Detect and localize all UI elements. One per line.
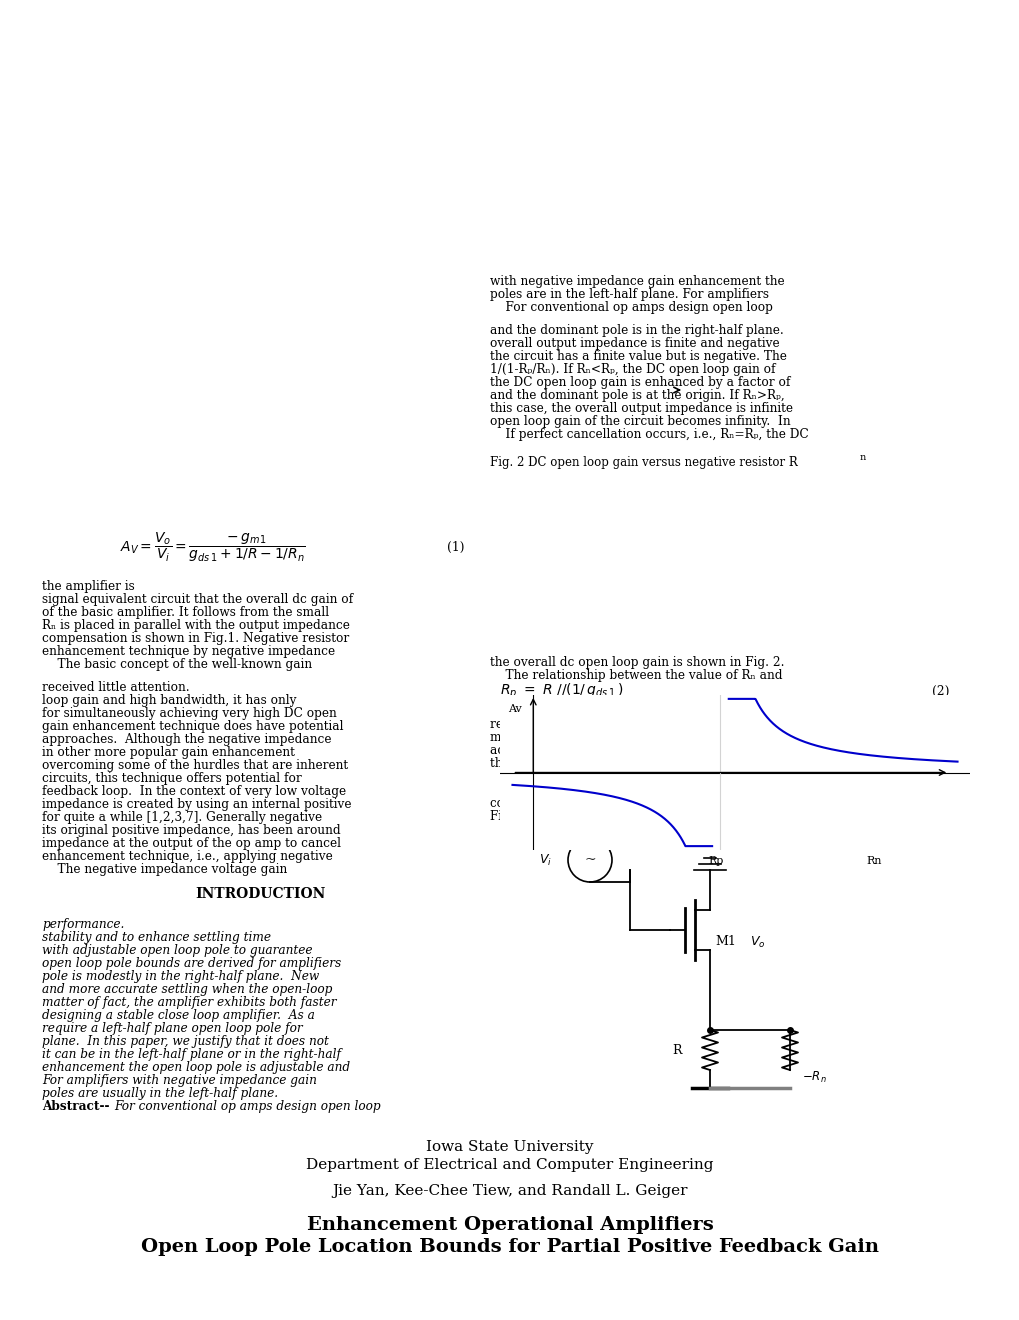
Text: signal equivalent circuit that the overall dc gain of: signal equivalent circuit that the overa… (42, 593, 353, 606)
Text: poles are in the left-half plane. For amplifiers: poles are in the left-half plane. For am… (489, 288, 768, 301)
Text: R: R (672, 1044, 682, 1056)
Text: The basic concept of the well-known gain: The basic concept of the well-known gain (42, 657, 312, 671)
Text: performance.: performance. (42, 917, 124, 931)
Text: INTRODUCTION: INTRODUCTION (195, 887, 325, 902)
Text: of the basic amplifier. It follows from the small: of the basic amplifier. It follows from … (42, 606, 329, 619)
Text: For conventional op amps design open loop: For conventional op amps design open loo… (489, 301, 772, 314)
Text: enhancement the open loop pole is adjustable and: enhancement the open loop pole is adjust… (42, 1061, 350, 1074)
Text: received little attention.: received little attention. (42, 681, 190, 694)
Text: $-R_n$: $-R_n$ (801, 1071, 825, 1085)
Text: Enhancement Operational Amplifiers: Enhancement Operational Amplifiers (307, 1216, 712, 1234)
Text: (1): (1) (447, 540, 465, 553)
Text: approaches.  Although the negative impedance: approaches. Although the negative impeda… (42, 733, 331, 746)
Text: Jie Yan, Kee-Chee Tiew, and Randall L. Geiger: Jie Yan, Kee-Chee Tiew, and Randall L. G… (332, 1184, 687, 1199)
Text: $V_o$: $V_o$ (749, 935, 764, 950)
Text: Iowa State University: Iowa State University (426, 1140, 593, 1154)
Text: poles are usually in the left-half plane.: poles are usually in the left-half plane… (42, 1086, 278, 1100)
Text: For conventional op amps design open loop: For conventional op amps design open loo… (114, 1100, 380, 1113)
Text: the DC open loop gain is enhanced by a factor of: the DC open loop gain is enhanced by a f… (489, 376, 790, 389)
Text: achieve DC gain enhancement it is necessary to: achieve DC gain enhancement it is necess… (489, 744, 784, 756)
Text: loop gain and high bandwidth, it has only: loop gain and high bandwidth, it has onl… (42, 694, 297, 708)
Text: Av: Av (507, 705, 522, 714)
Text: overcoming some of the hurdles that are inherent: overcoming some of the hurdles that are … (42, 759, 347, 772)
Text: the amplifier is: the amplifier is (42, 579, 135, 593)
Text: the value of negative resistor Rₙ varies. To: the value of negative resistor Rₙ varies… (489, 756, 750, 770)
Text: in other more popular gain enhancement: in other more popular gain enhancement (42, 746, 294, 759)
Text: Fig. 1 Conceptual circuit of the negative impedance: Fig. 1 Conceptual circuit of the negativ… (489, 810, 799, 822)
Text: The negative impedance voltage gain: The negative impedance voltage gain (42, 863, 287, 876)
Text: it can be in the left-half plane or in the right-half: it can be in the left-half plane or in t… (42, 1048, 340, 1061)
Text: open loop pole bounds are derived for amplifiers: open loop pole bounds are derived for am… (42, 957, 341, 970)
Text: n: n (859, 453, 865, 462)
Text: Rₙ is placed in parallel with the output impedance: Rₙ is placed in parallel with the output… (42, 619, 350, 632)
Text: $V_i$: $V_i$ (538, 853, 551, 867)
Text: open loop gain of the circuit becomes infinity.  In: open loop gain of the circuit becomes in… (489, 414, 790, 428)
Text: Department of Electrical and Computer Engineering: Department of Electrical and Computer En… (306, 1158, 713, 1172)
Text: this case, the overall output impedance is infinite: this case, the overall output impedance … (489, 403, 792, 414)
Text: gain enhancement technique does have potential: gain enhancement technique does have pot… (42, 719, 343, 733)
Text: matter of fact, the amplifier exhibits both faster: matter of fact, the amplifier exhibits b… (42, 997, 336, 1008)
Text: 1/(1-Rₚ/Rₙ). If Rₙ<Rₚ, the DC open loop gain of: 1/(1-Rₚ/Rₙ). If Rₙ<Rₚ, the DC open loop … (489, 363, 774, 376)
Text: with adjustable open loop pole to guarantee: with adjustable open loop pole to guaran… (42, 944, 312, 957)
Text: the circuit has a finite value but is negative. The: the circuit has a finite value but is ne… (489, 350, 786, 363)
Text: For amplifiers with negative impedance gain: For amplifiers with negative impedance g… (42, 1074, 317, 1086)
Text: impedance is created by using an internal positive: impedance is created by using an interna… (42, 799, 352, 810)
Text: The relationship between the value of Rₙ and: The relationship between the value of Rₙ… (489, 669, 782, 682)
Text: for simultaneously achieving very high DC open: for simultaneously achieving very high D… (42, 708, 336, 719)
Text: If perfect cancellation occurs, i.e., Rₙ=Rₚ, the DC: If perfect cancellation occurs, i.e., Rₙ… (489, 428, 808, 441)
Text: require a left-half plane open loop pole for: require a left-half plane open loop pole… (42, 1022, 303, 1035)
Text: Fig. 2 DC open loop gain versus negative resistor R: Fig. 2 DC open loop gain versus negative… (489, 455, 797, 469)
Text: ~: ~ (584, 853, 595, 867)
Text: $A_V = \dfrac{V_o}{V_i} = \dfrac{-\,g_{m1}}{g_{ds\,1} + 1/R - 1/R_n}$: $A_V = \dfrac{V_o}{V_i} = \dfrac{-\,g_{m… (120, 531, 306, 564)
Text: resistance Rₚ at the output node.: resistance Rₚ at the output node. (489, 718, 691, 731)
Text: pole is modestly in the right-half plane.  New: pole is modestly in the right-half plane… (42, 970, 319, 983)
Text: designing a stable close loop amplifier.  As a: designing a stable close loop amplifier.… (42, 1008, 315, 1022)
Text: match the negative resistance Rₙ to the intrinsic: match the negative resistance Rₙ to the … (489, 731, 786, 744)
Text: M1: M1 (714, 935, 735, 948)
Text: impedance at the output of the op amp to cancel: impedance at the output of the op amp to… (42, 837, 340, 850)
Text: with negative impedance gain enhancement the: with negative impedance gain enhancement… (489, 275, 784, 288)
Text: and more accurate settling when the open-loop: and more accurate settling when the open… (42, 983, 332, 997)
Text: feedback loop.  In the context of very low voltage: feedback loop. In the context of very lo… (42, 785, 345, 799)
Text: the overall dc open loop gain is shown in Fig. 2.: the overall dc open loop gain is shown i… (489, 656, 784, 669)
Text: compensation is shown in Fig.1. Negative resistor: compensation is shown in Fig.1. Negative… (42, 632, 348, 645)
Text: Rn: Rn (866, 857, 881, 866)
Text: $R_p \ = \ R \ //(1/\,g_{ds\,1}\,)$: $R_p \ = \ R \ //(1/\,g_{ds\,1}\,)$ (499, 681, 623, 701)
Text: for quite a while [1,2,3,7]. Generally negative: for quite a while [1,2,3,7]. Generally n… (42, 810, 322, 824)
Text: plane.  In this paper, we justify that it does not: plane. In this paper, we justify that it… (42, 1035, 328, 1048)
Text: enhancement technique, i.e., applying negative: enhancement technique, i.e., applying ne… (42, 850, 332, 863)
Text: enhancement technique by negative impedance: enhancement technique by negative impeda… (42, 645, 335, 657)
Text: and the dominant pole is at the origin. If Rₙ>Rₚ,: and the dominant pole is at the origin. … (489, 389, 784, 403)
Text: circuits, this technique offers potential for: circuits, this technique offers potentia… (42, 772, 302, 785)
Text: its original positive impedance, has been around: its original positive impedance, has bee… (42, 824, 340, 837)
Text: Abstract--: Abstract-- (42, 1100, 109, 1113)
Text: Open Loop Pole Location Bounds for Partial Positive Feedback Gain: Open Loop Pole Location Bounds for Parti… (141, 1238, 878, 1257)
Text: overall output impedance is finite and negative: overall output impedance is finite and n… (489, 337, 779, 350)
Text: compensation technique: compensation technique (489, 797, 635, 810)
Text: Rp: Rp (708, 857, 723, 866)
Text: and the dominant pole is in the right-half plane.: and the dominant pole is in the right-ha… (489, 323, 783, 337)
Text: (2): (2) (931, 685, 949, 697)
Text: The overall output impedance will change as: The overall output impedance will change… (489, 770, 781, 783)
Text: stability and to enhance settling time: stability and to enhance settling time (42, 931, 271, 944)
